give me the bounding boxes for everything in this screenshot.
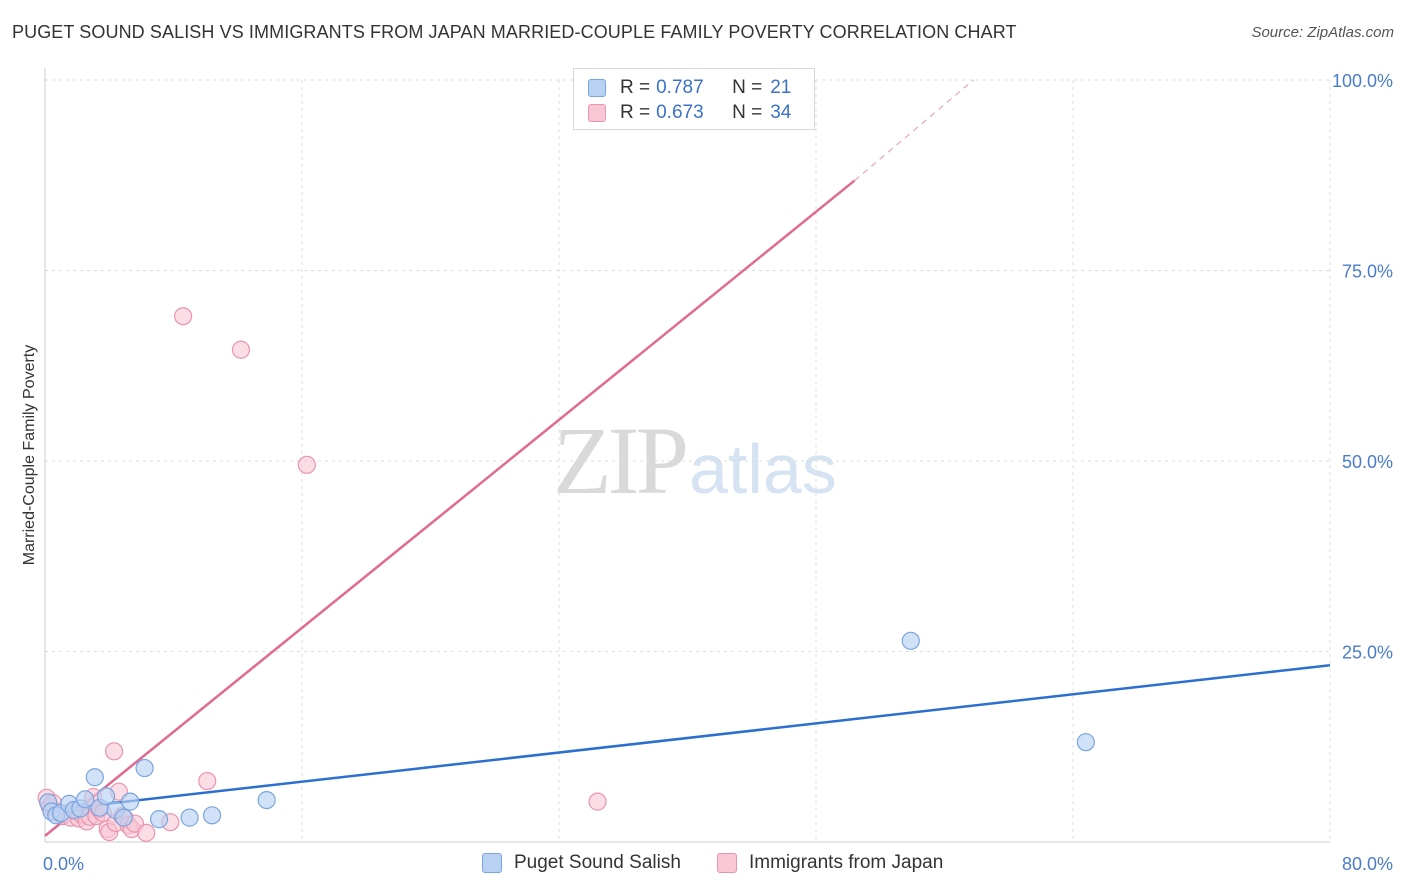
series-swatch-japan [717,853,737,873]
watermark: ZIPatlas [553,405,837,516]
grid-layer [45,79,1331,842]
point-japan [588,792,607,811]
axis-layer [44,68,1330,843]
point-puget [1076,733,1095,752]
watermark-atlas: atlas [689,430,837,508]
x-tick-label: 0.0% [43,854,84,874]
legend-r-label: R = [620,77,651,98]
legend-n-label: N = [732,102,763,123]
point-puget [901,631,920,650]
y-tick-label: 50.0% [1342,452,1393,472]
series-legend: Puget Sound Salish Immigrants from Japan [0,852,1406,878]
series-legend-puget[interactable]: Puget Sound Salish [482,852,681,874]
point-japan [297,455,316,474]
y-tick-label: 25.0% [1342,643,1393,663]
point-puget [121,792,140,811]
series-label-japan: Immigrants from Japan [749,852,944,873]
legend-n-label: N = [732,77,763,98]
point-japan [198,771,217,791]
trendline-puget [44,663,1331,813]
point-puget [96,787,116,806]
series-label-puget: Puget Sound Salish [514,852,681,873]
trendline-layer [44,79,1331,837]
point-puget [202,806,222,825]
point-puget [76,790,95,809]
trendline-japan-extension [854,79,974,182]
legend-row-japan: R = 0.673 N = 34 [588,102,791,124]
point-japan [231,340,251,359]
x-tick-label: 80.0% [1342,854,1393,874]
point-puget [149,810,169,829]
point-puget [180,808,199,827]
y-tick-label: 75.0% [1342,262,1393,282]
legend-n-value: 21 [770,77,792,98]
trendline-japan [44,179,856,837]
y-tick-label: 100.0% [1332,71,1393,91]
chart-title: PUGET SOUND SALISH VS IMMIGRANTS FROM JA… [12,22,1017,42]
point-puget [135,758,154,778]
legend-swatch-japan [588,104,606,122]
series-legend-japan[interactable]: Immigrants from Japan [717,852,943,874]
point-layer [37,70,1095,842]
correlation-legend: R = 0.787 N = 21 R = 0.673 N = 34 [573,68,815,130]
point-puget [257,790,276,810]
point-puget [114,808,133,827]
source-credit: Source: ZipAtlas.com [1251,24,1394,41]
point-puget [85,768,104,787]
legend-swatch-puget [588,79,606,97]
legend-row-puget: R = 0.787 N = 21 [588,77,791,99]
point-japan [137,823,156,842]
legend-r-value: 0.787 [656,77,704,98]
legend-n-value: 34 [770,102,792,123]
tick-label-layer: 25.0% 50.0% 75.0% 100.0% 0.0% 80.0% [43,71,1393,874]
point-japan [104,742,124,761]
legend-r-label: R = [620,102,651,123]
point-japan [174,307,193,326]
series-swatch-puget [482,853,502,873]
legend-r-value: 0.673 [656,102,704,123]
